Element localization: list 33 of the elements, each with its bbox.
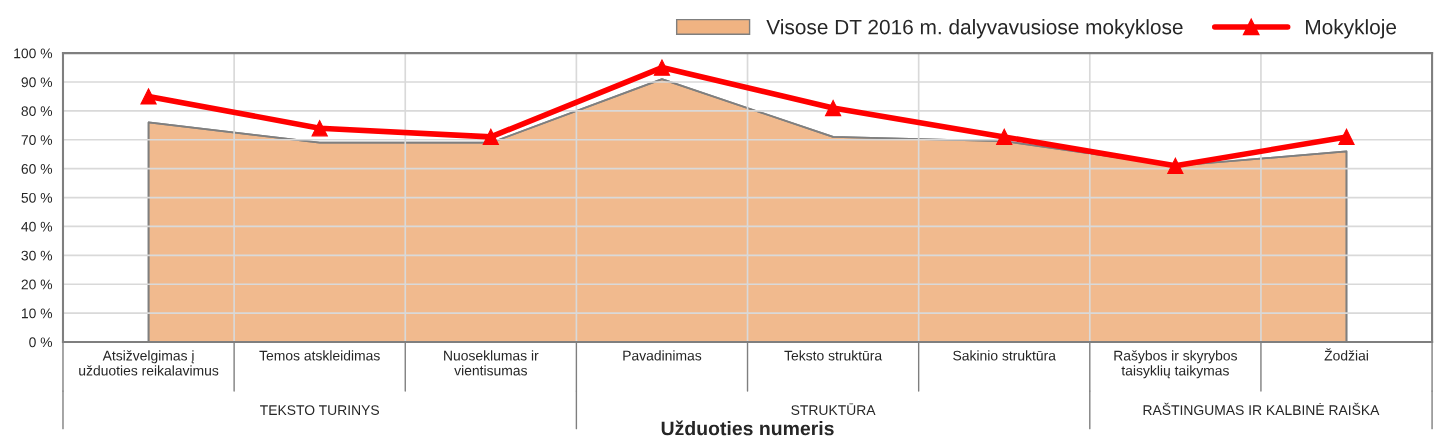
text: TEKSTO TURINYS (260, 405, 379, 416)
point (996, 128, 1013, 146)
x-tick-label: Rašybos ir skyrybos taisyklių taikymas (1114, 350, 1237, 379)
legend-label: Visose DT 2016 m. dalyvavusiose mokyklose (766, 19, 1183, 39)
point (140, 88, 157, 105)
x-tick-label: Teksto struktūra (784, 350, 883, 361)
point (653, 59, 671, 76)
y-tick-label: 60 % (21, 164, 53, 174)
point (1338, 128, 1355, 146)
x-tick-label: Temos atskleidimas (259, 350, 380, 361)
y-tick-label: 0 % (29, 337, 53, 348)
y-tick-label: 50 % (21, 192, 53, 203)
y-tick-label: 20 % (21, 279, 53, 290)
x-tick-label: Žodžiai (1324, 348, 1368, 361)
point (311, 120, 328, 137)
point (824, 99, 842, 117)
y-tick-label: 100 % (14, 48, 53, 59)
y-tick-label: 70 % (21, 135, 53, 145)
y-tick-label: 80 % (21, 106, 53, 117)
legend-label: Mokykloje (1306, 19, 1397, 39)
y-tick-label: 40 % (21, 221, 53, 232)
y-tick-label: 90 % (21, 77, 53, 88)
y-tick-label: 10 % (21, 308, 53, 319)
x-axis-title: Užduoties numeris (661, 420, 834, 436)
x-tick-label: Sakinio struktūra (953, 350, 1056, 361)
x-tick-label: Pavadinimas (623, 350, 702, 361)
point (1167, 157, 1184, 174)
x-tick-label: Atsižvelgimas į užduoties reikalavimus (79, 350, 219, 376)
y-tick-label: 30 % (21, 250, 53, 261)
x-tick-label: Nuoseklumas ir vientisumas (444, 350, 539, 376)
point (482, 128, 499, 146)
text: RAŠTINGUMAS IR KALBINĖ RAIŠKA (1143, 402, 1380, 416)
text: STRUKTŪRA (791, 403, 876, 416)
